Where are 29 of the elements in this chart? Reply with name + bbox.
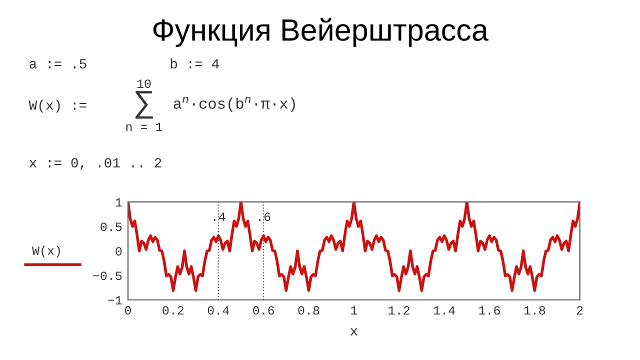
text: W(x) := <box>28 100 86 113</box>
x-tick-label: 1.6 <box>479 306 500 315</box>
x-tick-label: 1.8 <box>524 306 546 315</box>
chart-title: Функция Вейерштрасса <box>153 18 488 47</box>
y-tick-label: 0 <box>116 247 122 256</box>
ref-line-label: .4 <box>214 212 226 221</box>
y-tick-label: 1 <box>116 198 122 206</box>
text: a := .5 <box>30 59 86 69</box>
text: a$^{n}$·cos(b$^{n}$·π·x) <box>174 96 295 112</box>
x-tick-label: 1 <box>351 306 358 314</box>
x-tick-label: 0.6 <box>253 306 274 315</box>
y-tick-label: 0.5 <box>100 222 122 232</box>
x-tick-label: 1.4 <box>434 306 455 314</box>
y-tick-label: −0.5 <box>93 272 122 280</box>
x-tick-label: 0.8 <box>298 306 320 315</box>
y-tick-label: −1 <box>108 296 122 304</box>
x-tick-label: 0.2 <box>162 306 184 315</box>
text: ∑ <box>135 91 153 119</box>
x-tick-label: 1.2 <box>388 306 410 314</box>
x-axis-title: x <box>350 328 358 336</box>
text: 10 <box>137 79 151 88</box>
text: n = 1 <box>126 122 162 132</box>
x-tick-label: 0.4 <box>208 306 229 315</box>
x-tick-label: 2 <box>576 306 583 314</box>
y-axis-title: W(x) <box>32 246 60 258</box>
x-tick-label: 0 <box>125 306 131 315</box>
text: b := 4 <box>170 58 219 69</box>
ref-line-label: .6 <box>259 212 270 222</box>
text: x := 0, .01 .. 2 <box>29 158 162 170</box>
